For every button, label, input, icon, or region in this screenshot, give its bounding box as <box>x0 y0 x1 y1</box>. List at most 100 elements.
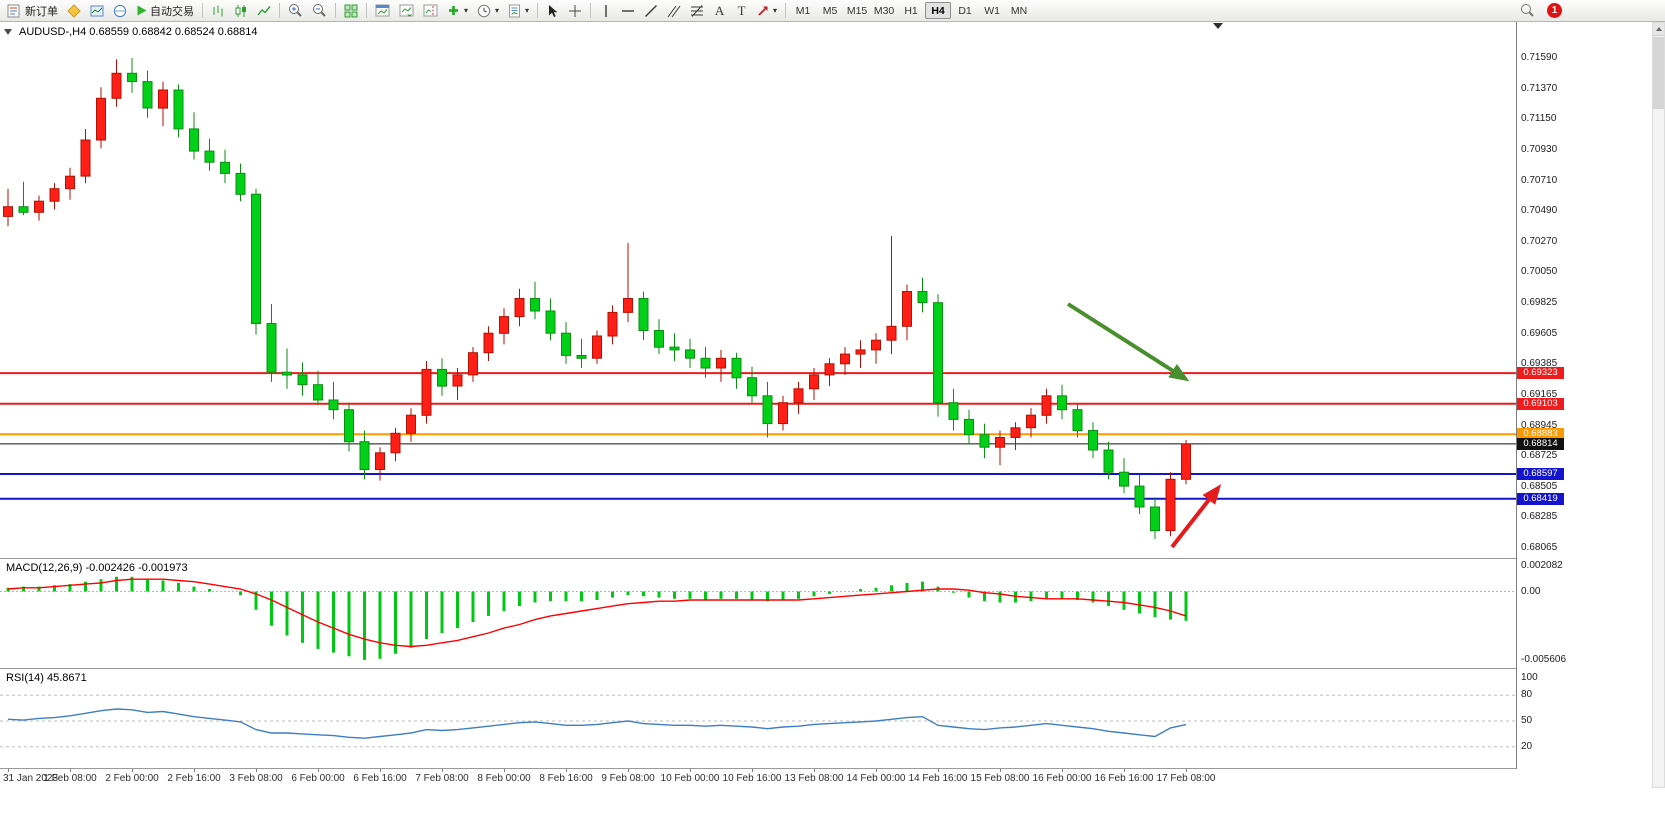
time-tick <box>70 769 71 772</box>
text-label-button[interactable]: T <box>731 1 752 21</box>
one-click-trading-toggle[interactable] <box>4 29 12 35</box>
price-axis-label: 0.68065 <box>1521 542 1558 553</box>
arrows-button[interactable]: ▾ <box>753 1 781 21</box>
macd-chart[interactable] <box>0 560 1516 668</box>
tile-windows-button[interactable] <box>340 1 362 21</box>
pane-divider[interactable] <box>0 558 1564 559</box>
search-icon <box>1521 4 1534 17</box>
vertical-line-button[interactable] <box>595 1 616 21</box>
time-axis-label: 2 Feb 16:00 <box>167 773 221 784</box>
timeframe-h4-button[interactable]: H4 <box>925 2 952 19</box>
cursor-button[interactable] <box>542 1 563 21</box>
time-tick <box>504 769 505 772</box>
price-chart[interactable] <box>0 22 1516 558</box>
metaeditor-icon <box>67 3 81 18</box>
time-tick <box>194 769 195 772</box>
price-axis-label: 0.71370 <box>1521 82 1558 94</box>
new-chart-button[interactable] <box>371 1 394 21</box>
timeframe-d1-button[interactable]: D1 <box>958 4 972 17</box>
time-tick <box>814 769 815 772</box>
time-tick <box>132 769 133 772</box>
new-chart-icon <box>375 4 390 17</box>
time-tick <box>876 769 877 772</box>
notification-badge[interactable]: 1 <box>1547 3 1562 18</box>
pane-divider <box>0 768 1564 769</box>
price-axis[interactable]: 0.71590 0.71370 0.71150 0.70930 0.70710 0.704… <box>1516 22 1566 769</box>
pane-divider[interactable] <box>0 668 1564 669</box>
timeframe-m1-button[interactable]: M1 <box>795 4 811 17</box>
candlestick-icon <box>235 4 246 17</box>
toolbar-separator <box>590 3 592 18</box>
price-axis-label: 0.70930 <box>1521 143 1558 155</box>
scrollbar-thumb[interactable] <box>1653 37 1664 109</box>
community-globe-icon <box>113 4 127 17</box>
time-tick <box>318 769 319 772</box>
timeframe-m5-button[interactable]: M5 <box>822 4 838 17</box>
timeframe-h1-button[interactable]: H1 <box>904 4 918 17</box>
channel-button[interactable] <box>663 1 685 21</box>
timeframe-m30-button[interactable]: M30 <box>873 4 895 17</box>
time-tick <box>628 769 629 772</box>
charts-icon <box>90 5 104 16</box>
text-a-icon: A <box>714 3 725 18</box>
zoom-out-button[interactable] <box>308 1 331 21</box>
periods-button[interactable]: ▾ <box>473 1 503 21</box>
metaeditor-button[interactable] <box>63 1 85 21</box>
crosshair-button[interactable] <box>564 1 586 21</box>
zoom-in-button[interactable] <box>284 1 307 21</box>
time-axis-label: 17 Feb 08:00 <box>1156 773 1216 784</box>
timeframe-mn-button[interactable]: MN <box>1010 4 1028 17</box>
time-tick <box>690 769 691 772</box>
price-axis-label: 0.69165 <box>1521 388 1558 400</box>
crosshair-icon <box>569 4 582 17</box>
indicators-button[interactable]: ▾ <box>443 1 472 21</box>
chevron-down-icon: ▾ <box>525 5 530 15</box>
trendline-icon <box>645 4 658 17</box>
timeframe-w1-button[interactable]: W1 <box>984 4 1000 17</box>
autotrading-label: 自动交易 <box>150 5 194 18</box>
templates-button[interactable]: ▾ <box>504 1 533 21</box>
time-axis[interactable]: 31 Jan 2023 1 Feb 08:00 2 Feb 00:00 2 Feb 1… <box>0 769 1564 788</box>
autotrading-button[interactable]: 自动交易 <box>132 1 198 21</box>
toolbar-separator <box>335 3 336 18</box>
price-axis-label: 0.68505 <box>1521 480 1558 492</box>
fibonacci-button[interactable] <box>686 1 708 21</box>
horizontal-line-button[interactable] <box>617 1 639 21</box>
line-chart-icon <box>257 5 271 15</box>
vertical-scrollbar[interactable] <box>1652 22 1665 788</box>
time-tick <box>752 769 753 772</box>
toolbar-separator <box>202 3 203 18</box>
price-level-badge: 0.69323 <box>1517 367 1564 380</box>
text-button[interactable]: A <box>709 1 730 21</box>
auto-scroll-button[interactable] <box>395 1 418 21</box>
chart-shift-marker-icon[interactable] <box>1213 23 1223 29</box>
chart-title: AUDUSD-,H4 0.68559 0.68842 0.68524 0.688… <box>19 26 258 38</box>
community-button[interactable] <box>109 1 131 21</box>
rsi-chart[interactable] <box>0 670 1516 768</box>
chart-shift-button[interactable] <box>419 1 442 21</box>
bar-chart-button[interactable] <box>207 1 229 21</box>
toolbar-separator <box>537 3 539 18</box>
time-axis-label: 10 Feb 00:00 <box>660 773 720 784</box>
search-button[interactable] <box>1516 1 1539 21</box>
trendline-button[interactable] <box>640 1 662 21</box>
horizontal-line-icon <box>622 9 635 12</box>
time-axis-label: 9 Feb 08:00 <box>601 773 655 784</box>
toolbar-separator <box>366 3 367 18</box>
price-level-badge: 0.68597 <box>1517 468 1564 480</box>
scroll-up-button[interactable] <box>1653 23 1664 36</box>
rsi-axis-label: 100 <box>1521 672 1538 683</box>
time-axis-label: 10 Feb 16:00 <box>722 773 782 784</box>
timeframe-m15-button[interactable]: M15 <box>846 4 868 17</box>
arrow-object-icon <box>758 6 768 16</box>
new-order-button[interactable]: 新订单 <box>3 1 62 21</box>
line-chart-button[interactable] <box>253 1 275 21</box>
chevron-down-icon: ▾ <box>464 5 469 15</box>
rsi-axis-label: 80 <box>1521 689 1533 701</box>
text-label-icon: T <box>737 3 746 18</box>
candlestick-button[interactable] <box>230 1 252 21</box>
charts-button[interactable] <box>86 1 108 21</box>
price-level-badge: 0.68814 <box>1517 437 1564 450</box>
time-axis-label: 3 Feb 08:00 <box>229 773 283 784</box>
time-axis-label: 14 Feb 16:00 <box>908 773 968 784</box>
